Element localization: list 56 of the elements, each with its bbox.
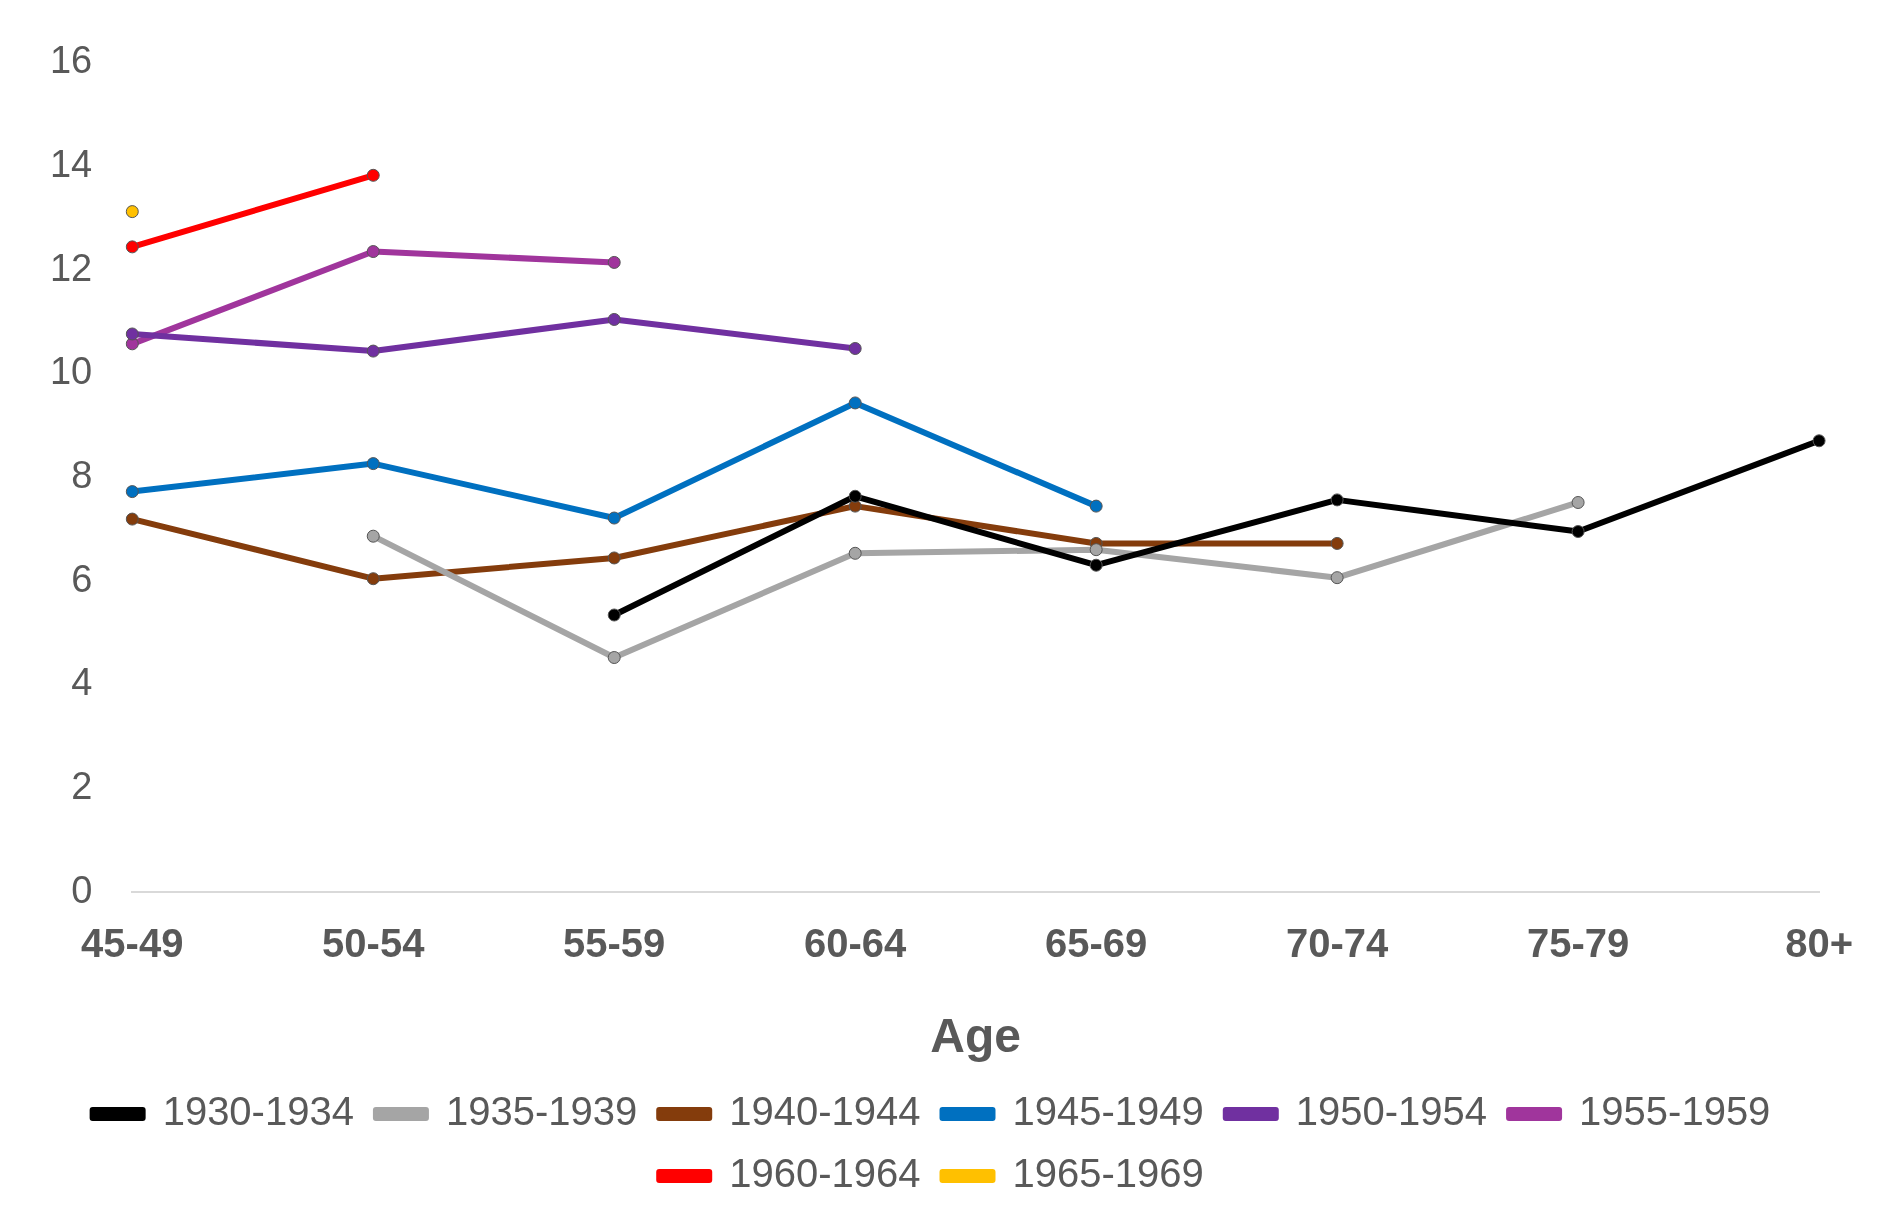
legend-label: 1950-1954 — [1295, 1089, 1488, 1134]
y-tick-label: 10 — [49, 350, 93, 393]
x-tick-label: 70-74 — [1285, 921, 1390, 966]
point — [125, 205, 139, 219]
point — [607, 608, 621, 622]
y-tick-label: 6 — [71, 557, 93, 600]
point — [1330, 493, 1344, 507]
point — [607, 651, 621, 665]
x-tick-label: 55-59 — [563, 921, 666, 966]
point — [848, 396, 862, 410]
point — [1812, 434, 1826, 448]
x-tick-label: 65-69 — [1045, 921, 1148, 966]
legend-label: 1965-1969 — [1012, 1151, 1204, 1196]
legend-label: 1945-1949 — [1012, 1089, 1204, 1134]
y-tick-label: 4 — [71, 661, 93, 704]
point — [607, 511, 621, 525]
y-tick-label: 0 — [71, 868, 93, 911]
point — [366, 529, 380, 543]
y-tick-label: 2 — [71, 765, 93, 808]
y-tick-label: 12 — [49, 246, 93, 289]
point — [1330, 571, 1344, 585]
x-tick-label: 80+ — [1785, 921, 1853, 966]
y-tick-label: 16 — [49, 39, 93, 82]
x-tick-label: 45-49 — [81, 921, 184, 966]
point — [1571, 495, 1585, 509]
point — [1571, 525, 1585, 539]
point — [366, 572, 380, 586]
point — [125, 240, 139, 254]
legend-label: 1940-1944 — [729, 1089, 921, 1134]
point — [1089, 558, 1103, 572]
point — [125, 512, 139, 526]
point — [125, 327, 139, 341]
point — [366, 344, 380, 358]
legend-label: 1960-1964 — [729, 1151, 921, 1196]
point — [607, 551, 621, 565]
point — [366, 245, 380, 259]
point — [1089, 499, 1103, 513]
point — [607, 255, 621, 269]
x-axis-title: Age — [930, 1009, 1022, 1063]
legend-label: 1955-1959 — [1579, 1089, 1771, 1134]
x-tick-label: 75-79 — [1526, 921, 1630, 966]
point — [848, 546, 862, 560]
y-tick-label: 14 — [49, 142, 93, 185]
y-tick-label: 8 — [71, 454, 93, 497]
point — [366, 168, 380, 182]
legend-label: 1935-1939 — [445, 1089, 638, 1134]
point — [607, 312, 621, 326]
point — [1330, 536, 1344, 550]
point — [848, 341, 862, 355]
legend-label: 1930-1934 — [162, 1089, 354, 1134]
point — [1089, 543, 1103, 557]
x-tick-label: 50-54 — [322, 921, 426, 966]
point — [366, 457, 380, 471]
point — [125, 485, 139, 499]
x-tick-label: 60-64 — [804, 921, 908, 966]
point — [848, 489, 862, 503]
